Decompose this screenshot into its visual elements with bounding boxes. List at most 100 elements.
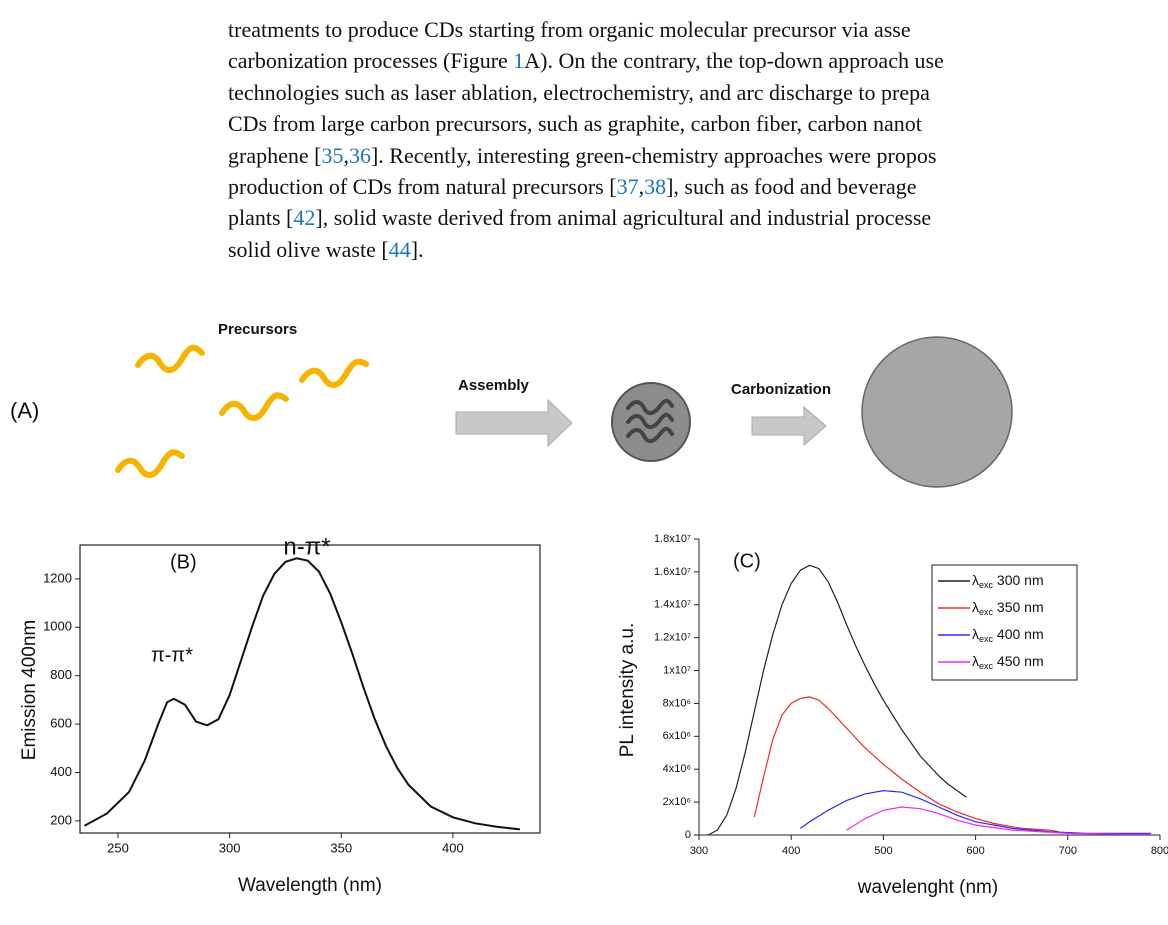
text-line: plants [42], solid waste derived from an… <box>228 202 1168 233</box>
text: ]. <box>410 236 424 262</box>
diagram-shapes <box>115 336 1013 488</box>
legend-symbol: λ <box>972 626 979 642</box>
text: production of CDs from natural precursor… <box>228 173 617 199</box>
precursor <box>135 344 205 373</box>
x-tick-label: 300 <box>690 845 708 857</box>
panel-label: (A) <box>10 398 39 423</box>
y-tick-label: 6x10⁶ <box>663 730 691 742</box>
paragraph: treatments to produce CDs starting from … <box>228 14 1168 265</box>
annotation: n-π* <box>283 533 330 560</box>
panel-label: (C) <box>733 550 761 572</box>
legend-symbol: λ <box>972 572 979 588</box>
arrow <box>751 405 827 447</box>
y-axis-label: PL intensity a.u. <box>617 623 638 757</box>
legend-text: 450 nm <box>993 653 1044 669</box>
text-line: solid olive waste [44]. <box>228 234 1168 265</box>
x-tick-label: 400 <box>442 840 464 855</box>
text: ], solid waste derived from animal agric… <box>315 205 932 231</box>
legend-symbol: λ <box>972 599 979 615</box>
y-tick-label: 1200 <box>43 570 72 585</box>
legend-subscript: exc <box>979 580 994 590</box>
legend-subscript: exc <box>979 607 994 617</box>
precursor <box>219 392 289 421</box>
legend-subscript: exc <box>979 634 994 644</box>
y-tick-label: 1.2x10⁷ <box>654 632 691 644</box>
legend-label: λexc 300 nm <box>972 572 1044 591</box>
y-tick-label: 800 <box>50 667 72 682</box>
text: , <box>638 173 645 199</box>
legend-label: λexc 400 nm <box>972 626 1044 645</box>
text: plants [ <box>228 205 294 231</box>
citation[interactable]: 36 <box>348 142 371 168</box>
text: solid olive waste [ <box>228 236 389 262</box>
text: , <box>343 142 349 168</box>
series-line <box>707 564 967 836</box>
text: treatments to produce CDs starting from … <box>228 17 911 42</box>
x-tick-label: 350 <box>330 840 352 855</box>
precursor <box>115 449 185 478</box>
text: CDs from large carbon precursors, such a… <box>228 111 922 137</box>
text-line: CDs from large carbon precursors, such a… <box>228 108 1168 139</box>
y-axis-label: Emission 400nm <box>19 620 40 760</box>
x-tick-label: 700 <box>1059 845 1077 857</box>
annotation: π-π* <box>151 644 193 666</box>
text-line: graphene [35,36]. Recently, interesting … <box>228 140 1168 171</box>
y-tick-label: 1x10⁷ <box>663 664 691 676</box>
legend-text: 400 nm <box>993 626 1044 642</box>
y-tick-label: 0 <box>685 829 691 841</box>
assembled-particle <box>611 382 691 462</box>
label: Carbonization <box>731 381 831 398</box>
y-tick-label: 1.4x10⁷ <box>654 599 691 611</box>
legend-subscript: exc <box>979 661 994 671</box>
citation[interactable]: 1 <box>513 48 525 74</box>
citation[interactable]: 37 <box>616 173 639 199</box>
text: technologies such as laser ablation, ele… <box>228 79 930 105</box>
legend-text: 300 nm <box>993 572 1044 588</box>
legend-box <box>931 564 1078 681</box>
label: Precursors <box>218 321 297 338</box>
plot-frame <box>79 544 541 834</box>
y-tick-label: 4x10⁶ <box>663 763 691 775</box>
text-line: technologies such as laser ablation, ele… <box>228 77 1168 108</box>
x-tick-label: 300 <box>219 840 241 855</box>
legend-label: λexc 450 nm <box>972 653 1044 672</box>
y-tick-label: 1.6x10⁷ <box>654 566 691 578</box>
text: ]. Recently, interesting green-chemistry… <box>370 142 937 168</box>
y-tick-label: 2x10⁶ <box>663 796 691 808</box>
y-tick-label: 200 <box>50 812 72 827</box>
series-line <box>84 557 521 831</box>
legend-text: 350 nm <box>993 599 1044 615</box>
legend-symbol: λ <box>972 653 979 669</box>
text: A). On the contrary, the top-down approa… <box>524 48 944 74</box>
legend-label: λexc 350 nm <box>972 599 1044 618</box>
citation[interactable]: 38 <box>644 173 667 199</box>
label: Assembly <box>458 377 530 394</box>
x-axis-label: wavelenght (nm) <box>857 877 998 898</box>
citation[interactable]: 42 <box>293 205 316 231</box>
panel-label: (B) <box>170 551 197 573</box>
x-tick-label: 250 <box>107 840 129 855</box>
text-line: treatments to produce CDs starting from … <box>228 14 1168 45</box>
x-axis-label: Wavelength (nm) <box>238 875 382 896</box>
text-line: carbonization processes (Figure 1A). On … <box>228 45 1168 76</box>
y-tick-label: 600 <box>50 716 72 731</box>
carbon-dot <box>861 336 1013 488</box>
x-tick-label: 400 <box>782 845 800 857</box>
citation[interactable]: 35 <box>321 142 344 168</box>
citation[interactable]: 44 <box>388 236 411 262</box>
series-line <box>753 696 1059 833</box>
text-line: production of CDs from natural precursor… <box>228 171 1168 202</box>
y-tick-label: 8x10⁶ <box>663 697 691 709</box>
y-tick-label: 400 <box>50 764 72 779</box>
precursor <box>299 358 369 388</box>
y-tick-label: 1.8x10⁷ <box>654 533 691 545</box>
series-line <box>846 806 1151 835</box>
y-tick-label: 1000 <box>43 619 72 634</box>
x-tick-label: 600 <box>966 845 984 857</box>
text: ], such as food and beverage <box>666 173 917 199</box>
text: graphene [ <box>228 142 322 168</box>
x-tick-label: 800 <box>1151 845 1168 857</box>
arrow <box>455 398 573 448</box>
